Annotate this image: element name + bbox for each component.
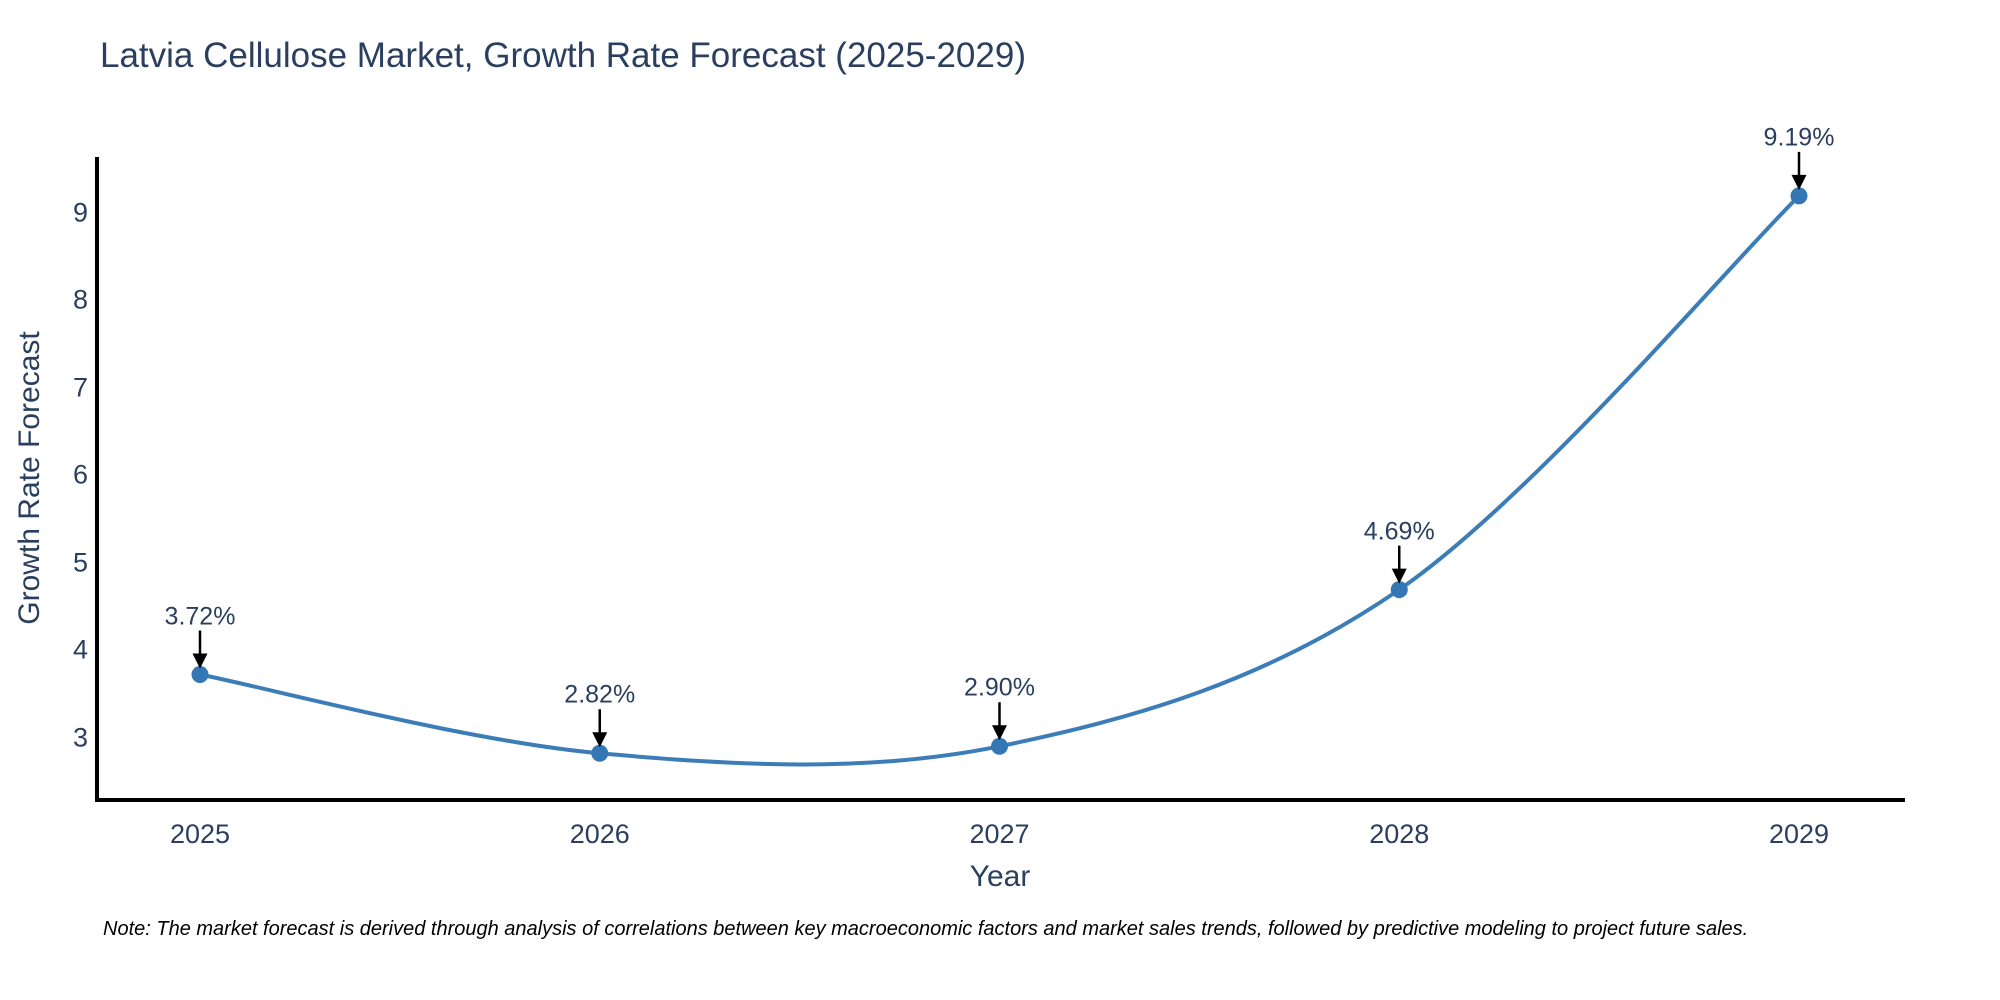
data-point-marker (1390, 581, 1408, 599)
y-axis-title: Growth Rate Forecast (13, 331, 46, 625)
data-point-value-label: 3.72% (164, 602, 236, 630)
forecast-line (198, 193, 1801, 767)
annotation-arrows-layer (192, 151, 1807, 748)
data-point-value-label: 9.19% (1763, 123, 1835, 152)
data-point-markers-layer (191, 187, 1808, 762)
y-tick-label: 5 (72, 547, 88, 577)
data-point-value-label: 2.90% (964, 673, 1035, 702)
x-axis-title: Year (969, 860, 1031, 893)
y-tick-label: 8 (72, 284, 88, 315)
y-tick-label: 7 (72, 372, 88, 402)
annotation-arrow-head (1791, 174, 1807, 190)
x-tick-label: 2025 (169, 819, 231, 849)
data-point-marker (1790, 187, 1808, 205)
x-tick-label: 2027 (969, 819, 1030, 849)
data-point-marker (191, 666, 209, 683)
data-point-marker (591, 744, 609, 762)
x-tick-label: 2028 (1369, 819, 1430, 849)
y-axis-spine (95, 157, 99, 802)
axis-spines-layer (95, 157, 1905, 802)
y-tick-label: 3 (72, 722, 88, 752)
annotation-arrow-head (992, 725, 1007, 741)
series-line-layer (198, 193, 1801, 767)
chart-title: Latvia Cellulose Market, Growth Rate For… (100, 36, 1026, 75)
data-point-value-label: 2.82% (564, 680, 636, 709)
x-axis-spine (95, 798, 1905, 802)
annotation-arrow-head (192, 653, 208, 669)
footnote: Note: The market forecast is derived thr… (103, 918, 1749, 940)
data-point-value-label: 4.69% (1363, 517, 1435, 546)
y-tick-label: 9 (72, 197, 88, 227)
y-tick-label: 6 (72, 459, 88, 490)
annotation-arrow-head (1391, 568, 1407, 584)
x-tick-label: 2026 (569, 819, 630, 849)
annotation-arrow-head (592, 732, 608, 748)
y-tick-label: 4 (72, 634, 88, 665)
x-tick-label: 2029 (1768, 819, 1830, 849)
data-point-marker (991, 737, 1008, 755)
